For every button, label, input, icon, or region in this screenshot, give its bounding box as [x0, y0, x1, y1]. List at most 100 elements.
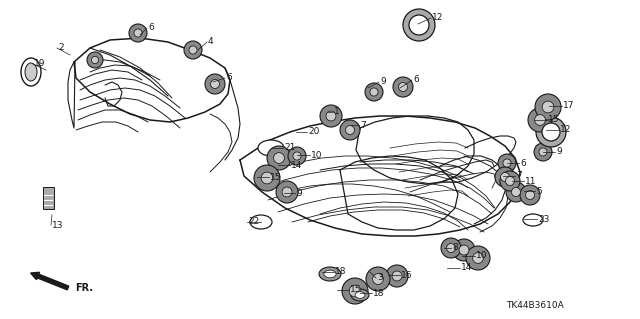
Circle shape — [288, 147, 306, 165]
Circle shape — [267, 146, 291, 170]
Text: 10: 10 — [311, 151, 323, 160]
Text: 18: 18 — [373, 288, 385, 298]
Text: 9: 9 — [296, 189, 301, 197]
Circle shape — [506, 176, 515, 186]
Text: 3: 3 — [377, 273, 383, 283]
Circle shape — [539, 148, 547, 156]
Ellipse shape — [319, 267, 341, 281]
Circle shape — [542, 123, 560, 141]
Ellipse shape — [25, 63, 37, 81]
Circle shape — [326, 111, 336, 121]
Circle shape — [340, 120, 360, 140]
Text: 15: 15 — [548, 115, 559, 124]
Text: 5: 5 — [536, 187, 541, 196]
Text: 18: 18 — [335, 268, 346, 277]
Circle shape — [320, 105, 342, 127]
Circle shape — [409, 15, 429, 35]
Circle shape — [276, 181, 298, 203]
Ellipse shape — [250, 215, 272, 229]
Circle shape — [525, 190, 534, 199]
Circle shape — [129, 24, 147, 42]
Circle shape — [92, 56, 99, 63]
Circle shape — [189, 46, 197, 54]
Circle shape — [441, 238, 461, 258]
Circle shape — [500, 173, 509, 182]
Circle shape — [261, 172, 273, 184]
Ellipse shape — [324, 270, 336, 278]
Circle shape — [370, 88, 378, 96]
Text: 6: 6 — [520, 159, 525, 167]
Circle shape — [366, 267, 390, 291]
Circle shape — [399, 83, 408, 92]
Circle shape — [87, 52, 103, 68]
Text: 17: 17 — [563, 101, 575, 110]
Circle shape — [500, 171, 520, 191]
Text: TK44B3610A: TK44B3610A — [506, 300, 564, 309]
Text: 12: 12 — [560, 125, 572, 135]
Text: 7: 7 — [360, 121, 365, 130]
Circle shape — [274, 152, 284, 163]
Circle shape — [459, 245, 469, 255]
Text: 22: 22 — [248, 218, 259, 226]
Circle shape — [254, 165, 280, 191]
Text: 4: 4 — [208, 38, 214, 47]
Circle shape — [349, 285, 361, 297]
Circle shape — [211, 79, 220, 88]
Text: 1: 1 — [334, 108, 340, 116]
Text: 2: 2 — [58, 43, 63, 53]
Text: FR.: FR. — [75, 283, 93, 293]
Text: 14: 14 — [461, 263, 472, 272]
Bar — [43, 187, 54, 209]
Circle shape — [346, 125, 355, 135]
Circle shape — [506, 182, 526, 202]
Text: 16: 16 — [401, 271, 413, 279]
Ellipse shape — [351, 289, 369, 301]
Text: 9: 9 — [380, 78, 386, 86]
Circle shape — [528, 108, 552, 132]
Circle shape — [503, 159, 511, 167]
Text: 6: 6 — [226, 73, 232, 83]
Circle shape — [520, 185, 540, 205]
Text: 9: 9 — [556, 147, 562, 157]
Circle shape — [403, 9, 435, 41]
Text: 6: 6 — [148, 24, 154, 33]
Circle shape — [535, 94, 561, 120]
Text: 15: 15 — [270, 173, 282, 182]
Circle shape — [536, 117, 566, 147]
Ellipse shape — [523, 214, 543, 226]
Text: 14: 14 — [291, 160, 302, 169]
Circle shape — [134, 29, 142, 37]
Text: 19: 19 — [34, 60, 45, 69]
Text: 10: 10 — [476, 251, 488, 261]
Circle shape — [386, 265, 408, 287]
Circle shape — [393, 77, 413, 97]
Circle shape — [453, 239, 475, 261]
Circle shape — [447, 243, 456, 253]
Circle shape — [511, 188, 520, 197]
Circle shape — [542, 101, 554, 113]
Text: 11: 11 — [525, 176, 536, 186]
Circle shape — [534, 143, 552, 161]
Circle shape — [282, 187, 292, 197]
Circle shape — [495, 167, 515, 187]
Text: 12: 12 — [432, 13, 444, 23]
Circle shape — [205, 74, 225, 94]
Ellipse shape — [355, 292, 365, 298]
Text: 21: 21 — [284, 144, 296, 152]
FancyArrow shape — [31, 272, 68, 290]
Text: 23: 23 — [538, 214, 549, 224]
Ellipse shape — [21, 58, 41, 86]
Circle shape — [498, 154, 516, 172]
Text: 7: 7 — [516, 172, 522, 181]
Text: 8: 8 — [452, 243, 458, 253]
Ellipse shape — [258, 140, 284, 156]
Circle shape — [365, 83, 383, 101]
Text: 6: 6 — [413, 76, 419, 85]
Circle shape — [534, 115, 545, 125]
Text: 13: 13 — [52, 220, 63, 229]
Text: 15: 15 — [350, 286, 362, 294]
Text: 20: 20 — [308, 128, 319, 137]
Circle shape — [293, 152, 301, 160]
Circle shape — [466, 246, 490, 270]
Circle shape — [472, 253, 483, 263]
